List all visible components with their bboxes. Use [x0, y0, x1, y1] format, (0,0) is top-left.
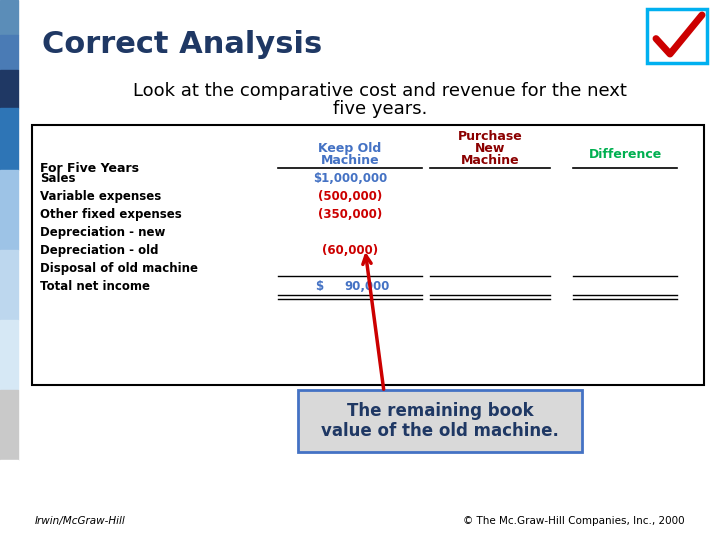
Bar — [0, 35, 18, 70]
Text: (60,000): (60,000) — [322, 244, 378, 257]
Text: (350,000): (350,000) — [318, 208, 382, 221]
Text: The remaining book
value of the old machine.: The remaining book value of the old mach… — [321, 402, 559, 441]
Text: five years.: five years. — [333, 100, 427, 118]
Bar — [0, 460, 18, 540]
Text: Machine: Machine — [320, 154, 379, 167]
Text: Depreciation - new: Depreciation - new — [40, 226, 166, 239]
Bar — [0, 390, 18, 460]
Text: Difference: Difference — [588, 148, 662, 161]
Text: © The Mc.Graw-Hill Companies, Inc., 2000: © The Mc.Graw-Hill Companies, Inc., 2000 — [464, 516, 685, 526]
Text: Disposal of old machine: Disposal of old machine — [40, 262, 198, 275]
Text: For Five Years: For Five Years — [40, 162, 139, 175]
Bar — [0, 108, 18, 170]
Text: Depreciation - old: Depreciation - old — [40, 244, 158, 257]
Bar — [0, 70, 18, 108]
Text: Keep Old: Keep Old — [318, 142, 382, 155]
Text: Irwin/McGraw-Hill: Irwin/McGraw-Hill — [35, 516, 126, 526]
Text: New: New — [474, 142, 505, 155]
Text: Other fixed expenses: Other fixed expenses — [40, 208, 181, 221]
Text: Machine: Machine — [461, 154, 519, 167]
Text: $1,000,000: $1,000,000 — [313, 172, 387, 185]
Text: (500,000): (500,000) — [318, 190, 382, 203]
FancyBboxPatch shape — [298, 390, 582, 452]
Text: 90,000: 90,000 — [345, 280, 390, 293]
Bar — [0, 320, 18, 390]
Text: $: $ — [315, 280, 323, 293]
Text: Purchase: Purchase — [458, 130, 523, 143]
Text: Sales: Sales — [40, 172, 76, 185]
Text: Total net income: Total net income — [40, 280, 150, 293]
Bar — [0, 250, 18, 320]
Bar — [0, 170, 18, 250]
Bar — [32, 125, 704, 385]
Text: Variable expenses: Variable expenses — [40, 190, 161, 203]
FancyBboxPatch shape — [647, 9, 707, 63]
Text: Look at the comparative cost and revenue for the next: Look at the comparative cost and revenue… — [133, 82, 627, 100]
Bar — [0, 0, 18, 35]
Text: Correct Analysis: Correct Analysis — [42, 30, 323, 59]
